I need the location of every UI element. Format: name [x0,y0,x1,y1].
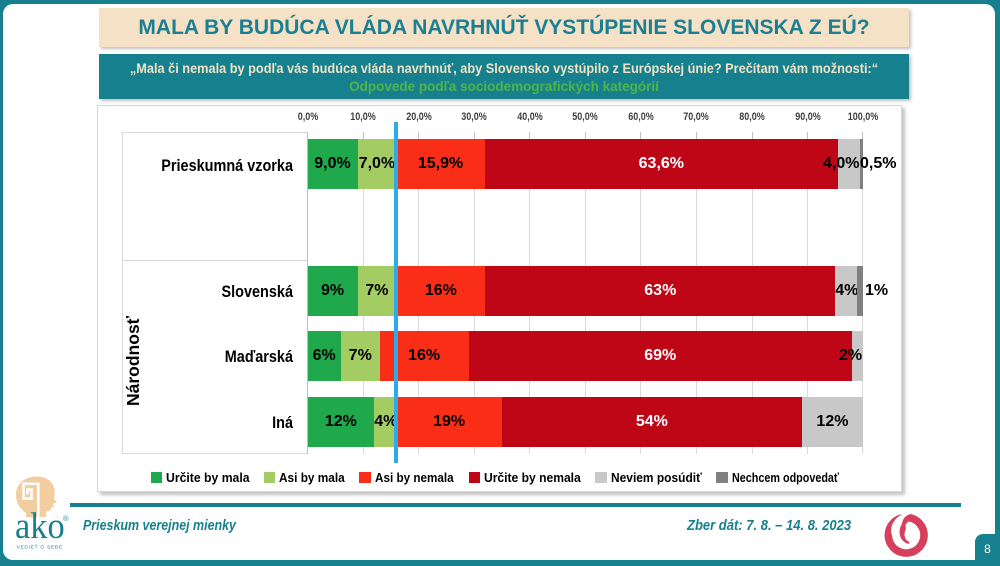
svg-text:®: ® [63,514,69,523]
svg-text:VEDIEŤ O SEBE: VEDIEŤ O SEBE [17,543,63,551]
svg-text:ako: ako [15,505,65,546]
